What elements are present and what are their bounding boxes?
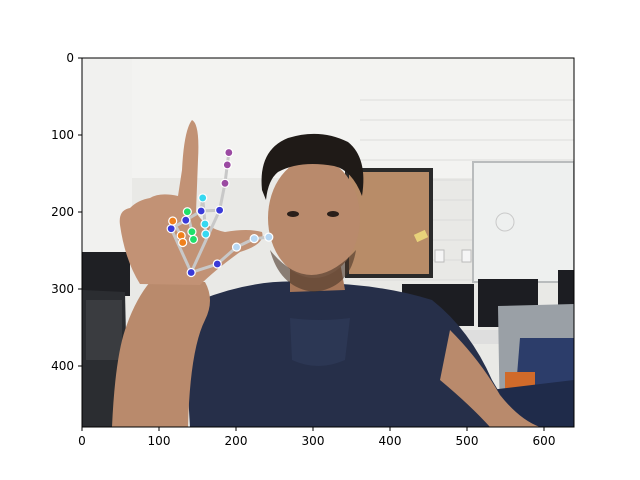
landmark-point: [200, 219, 210, 229]
landmark-point: [168, 216, 178, 226]
axes-frame: [81, 57, 575, 428]
x-tick-label: 300: [302, 434, 325, 448]
x-axis: 0 100 200 300 400 500 600: [78, 427, 555, 448]
landmark-connection: [169, 228, 193, 274]
landmark-connection: [189, 209, 221, 274]
face: [268, 158, 360, 278]
landmark-point: [264, 232, 274, 242]
landmark-point: [187, 227, 197, 237]
y-axis: 0 100 200 300 400: [51, 51, 82, 373]
landmark-point: [186, 267, 196, 278]
y-tick-label: 400: [51, 359, 74, 373]
landmark-point: [215, 205, 225, 215]
webcam-photo: [82, 58, 574, 427]
landmark-point: [198, 193, 208, 203]
landmark-point: [222, 160, 232, 170]
landmark-point: [201, 229, 211, 239]
whiteboard: [472, 161, 574, 283]
landmark-point: [178, 237, 188, 248]
hair: [261, 133, 364, 200]
landmark-point: [212, 259, 222, 269]
landmark-point: [188, 234, 199, 245]
landmark-point: [231, 242, 242, 252]
x-tick-label: 0: [78, 434, 86, 448]
landmark-point: [224, 147, 234, 158]
landmark-point: [166, 224, 176, 234]
raised-hand: [119, 120, 263, 285]
y-tick-label: 100: [51, 128, 74, 142]
hand-landmark-points: [166, 147, 274, 278]
x-tick-label: 600: [533, 434, 556, 448]
x-tick-label: 400: [379, 434, 402, 448]
raised-arm: [112, 282, 210, 427]
landmark-point: [220, 178, 230, 188]
x-tick-label: 500: [456, 434, 479, 448]
y-tick-label: 300: [51, 282, 74, 296]
shirt: [186, 281, 520, 427]
landmark-point: [181, 215, 191, 225]
landmark-point: [196, 206, 206, 216]
y-tick-label: 0: [66, 51, 74, 65]
x-tick-label: 100: [148, 434, 171, 448]
landmark-point: [182, 207, 192, 217]
x-tick-label: 200: [225, 434, 248, 448]
landmark-point: [249, 234, 259, 244]
y-tick-label: 200: [51, 205, 74, 219]
